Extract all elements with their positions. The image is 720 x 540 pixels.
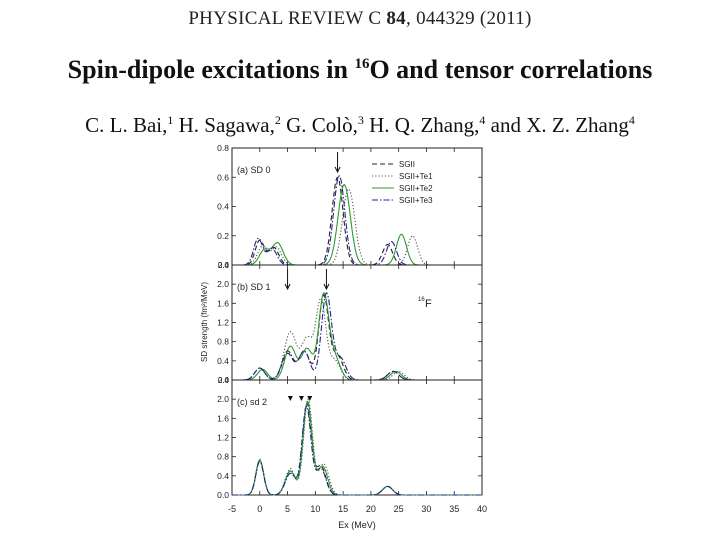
x-tick-label: 40: [477, 504, 487, 514]
arrow-marker: [334, 166, 341, 174]
y-tick-label: 0.8: [217, 143, 229, 153]
author-name: H. Sagawa,: [178, 113, 275, 137]
y-tick-label: 0.0: [218, 376, 230, 385]
y-tick-label: 2.0: [217, 394, 229, 404]
y-tick-label: 2.4: [218, 376, 230, 385]
y-tick-label: 2.0: [217, 279, 229, 289]
arrow-marker: [298, 396, 304, 401]
panel-frame: [231, 379, 483, 496]
journal-name: PHYSICAL REVIEW C: [188, 8, 382, 29]
author-name: and X. Z. Zhang: [490, 113, 629, 137]
title-post: O and tensor correlations: [369, 55, 653, 84]
nucleus-symbol: F: [425, 298, 432, 310]
panel-label: (b) SD 1: [237, 282, 271, 292]
nucleus-mass-number: 16: [418, 297, 425, 303]
series-line: [232, 292, 482, 381]
arrow-marker: [323, 283, 330, 291]
y-tick-label: 1.2: [217, 318, 229, 328]
series-line: [232, 292, 482, 381]
y-tick-label: 1.2: [217, 433, 229, 443]
y-axis-label: SD strength (fm²/MeV): [200, 282, 209, 362]
y-tick-label: 0.4: [217, 202, 229, 212]
y-tick-label: 0.0: [217, 490, 229, 500]
x-tick-label: -5: [228, 504, 236, 514]
author-affiliation: 3: [357, 113, 364, 127]
journal-citation: PHYSICAL REVIEW C 84, 044329 (2011): [0, 8, 720, 30]
legend-label: SGII+Te1: [399, 172, 433, 181]
legend-label: SGII: [399, 160, 415, 169]
arrow-marker: [307, 396, 313, 401]
panel-label: (c) sd 2: [237, 397, 267, 407]
y-tick-label: 0.4: [217, 471, 229, 481]
author-name: H. Q. Zhang,: [369, 113, 480, 137]
journal-volume: 84: [386, 8, 406, 29]
panel-label: (a) SD 0: [237, 165, 271, 175]
series-line: [232, 402, 482, 496]
x-tick-label: 35: [449, 504, 459, 514]
y-tick-label: 0.4: [217, 356, 229, 366]
series-line: [232, 188, 482, 266]
y-tick-label: 2.4: [218, 261, 230, 270]
series-line: [232, 400, 482, 496]
x-tick-label: 0: [257, 504, 262, 514]
series-line: [232, 176, 482, 266]
series-line: [232, 175, 482, 266]
title-pre: Spin-dipole excitations in: [67, 55, 348, 84]
y-tick-label: 0.8: [217, 337, 229, 347]
author-name: G. Colò,: [286, 113, 358, 137]
y-tick-label: 0.8: [217, 452, 229, 462]
y-tick-label: 1.6: [217, 298, 229, 308]
author-affiliation: 2: [274, 113, 281, 127]
x-tick-label: 30: [421, 504, 431, 514]
title-mass-number: 16: [354, 56, 370, 72]
x-tick-label: 25: [394, 504, 404, 514]
author-affiliation: 1: [167, 113, 174, 127]
journal-article: , 044329 (2011): [405, 8, 532, 29]
y-tick-label: 0.2: [217, 231, 229, 241]
author-name: C. L. Bai,: [85, 113, 168, 137]
author-affiliation: 4: [628, 113, 635, 127]
series-line: [232, 398, 482, 496]
legend-label: SGII+Te3: [399, 196, 433, 205]
series-line: [232, 297, 482, 381]
paper-title: Spin-dipole excitations in 16O and tenso…: [0, 55, 720, 85]
author-affiliation: 4: [479, 113, 486, 127]
y-tick-label: 0.0: [218, 261, 230, 270]
author-list: C. L. Bai,1 H. Sagawa,2 G. Colò,3 H. Q. …: [0, 113, 720, 138]
legend-label: SGII+Te2: [399, 184, 433, 193]
x-tick-label: 5: [285, 504, 290, 514]
series-line: [232, 183, 482, 266]
series-line: [232, 405, 482, 496]
series-line: [232, 294, 482, 381]
x-axis-label: Ex (MeV): [338, 520, 376, 530]
arrow-marker: [287, 396, 293, 401]
x-tick-label: 15: [338, 504, 348, 514]
y-tick-label: 1.6: [217, 413, 229, 423]
x-tick-label: 20: [366, 504, 376, 514]
x-tick-label: 10: [310, 504, 320, 514]
arrow-marker: [284, 283, 291, 291]
y-tick-label: 0.6: [217, 172, 229, 182]
